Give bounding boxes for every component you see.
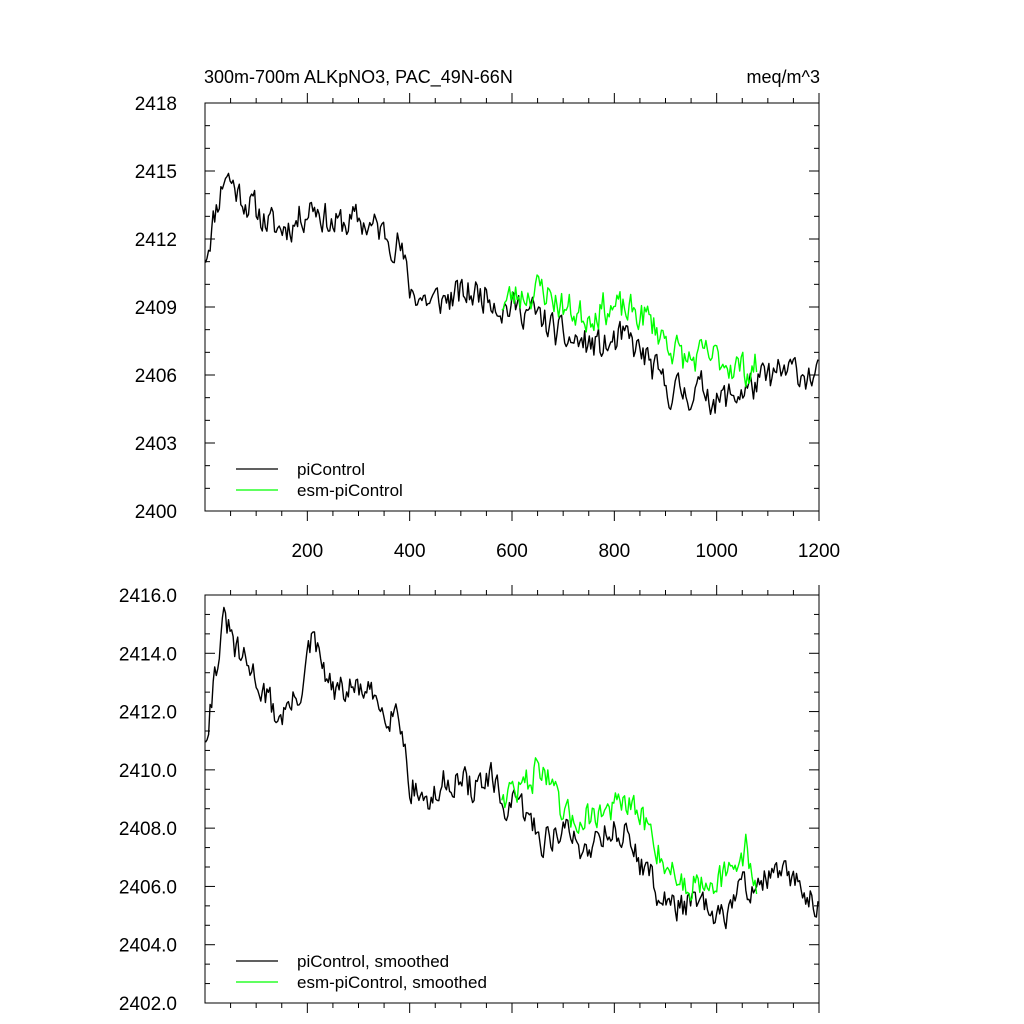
bottom-y-tick-labels: 2402.0 2404.0 2406.0 2408.0 2410.0 2412.0 2414…	[119, 586, 177, 1015]
y-tick-label: 2400	[135, 502, 177, 523]
top-axis-ticks	[205, 93, 820, 521]
top-x-tick-labels: 200 400 600 800 1000 1200	[291, 541, 840, 562]
chart-units: meq/m^3	[747, 67, 820, 87]
top-plot-frame	[204, 102, 820, 512]
x-tick-label: 800	[598, 541, 630, 562]
y-tick-label: 2402.0	[119, 994, 177, 1015]
x-tick-label: 600	[496, 541, 528, 562]
y-tick-label: 2406.0	[119, 877, 177, 898]
y-tick-label: 2403	[135, 434, 177, 455]
x-tick-label: 200	[291, 541, 323, 562]
y-tick-label: 2404.0	[119, 936, 177, 957]
y-tick-label: 2412.0	[119, 703, 177, 724]
y-tick-label: 2410.0	[119, 761, 177, 782]
bottom-series	[204, 606, 819, 930]
top-panel: 300m-700m ALKpNO3, PAC_49N-66N meq/m^3 2…	[135, 67, 840, 562]
legend-label-esm-picontrol: esm-piControl	[297, 481, 403, 500]
y-tick-label: 2409	[135, 298, 177, 319]
y-tick-label: 2412	[135, 230, 177, 251]
top-series	[204, 172, 819, 415]
series-line-picontrol-smoothed	[204, 606, 819, 930]
y-tick-label: 2416.0	[119, 586, 177, 607]
bottom-panel: 2402.0 2404.0 2406.0 2408.0 2410.0 2412.0 2414…	[119, 585, 820, 1015]
x-tick-label: 1200	[798, 541, 840, 562]
y-tick-label: 2415	[135, 162, 177, 183]
series-line-esm-picontrol-smoothed	[501, 757, 758, 902]
top-legend: piControl esm-piControl	[236, 460, 403, 500]
chart-title: 300m-700m ALKpNO3, PAC_49N-66N	[204, 67, 513, 88]
y-tick-label: 2406	[135, 366, 177, 387]
y-tick-label: 2414.0	[119, 644, 177, 665]
y-tick-label: 2408.0	[119, 819, 177, 840]
bottom-plot-frame	[204, 594, 820, 1004]
top-y-tick-labels: 2400 2403 2406 2409 2412 2415 2418	[135, 94, 177, 523]
legend-label-picontrol-smoothed: piControl, smoothed	[297, 952, 449, 971]
legend-label-esm-picontrol-smoothed: esm-piControl, smoothed	[297, 973, 487, 992]
legend-label-picontrol: piControl	[297, 460, 365, 479]
x-tick-label: 400	[394, 541, 426, 562]
x-tick-label: 1000	[696, 541, 738, 562]
series-line-esm-picontrol	[501, 274, 758, 388]
bottom-legend: piControl, smoothed esm-piControl, smoot…	[236, 952, 487, 992]
y-tick-label: 2418	[135, 94, 177, 115]
